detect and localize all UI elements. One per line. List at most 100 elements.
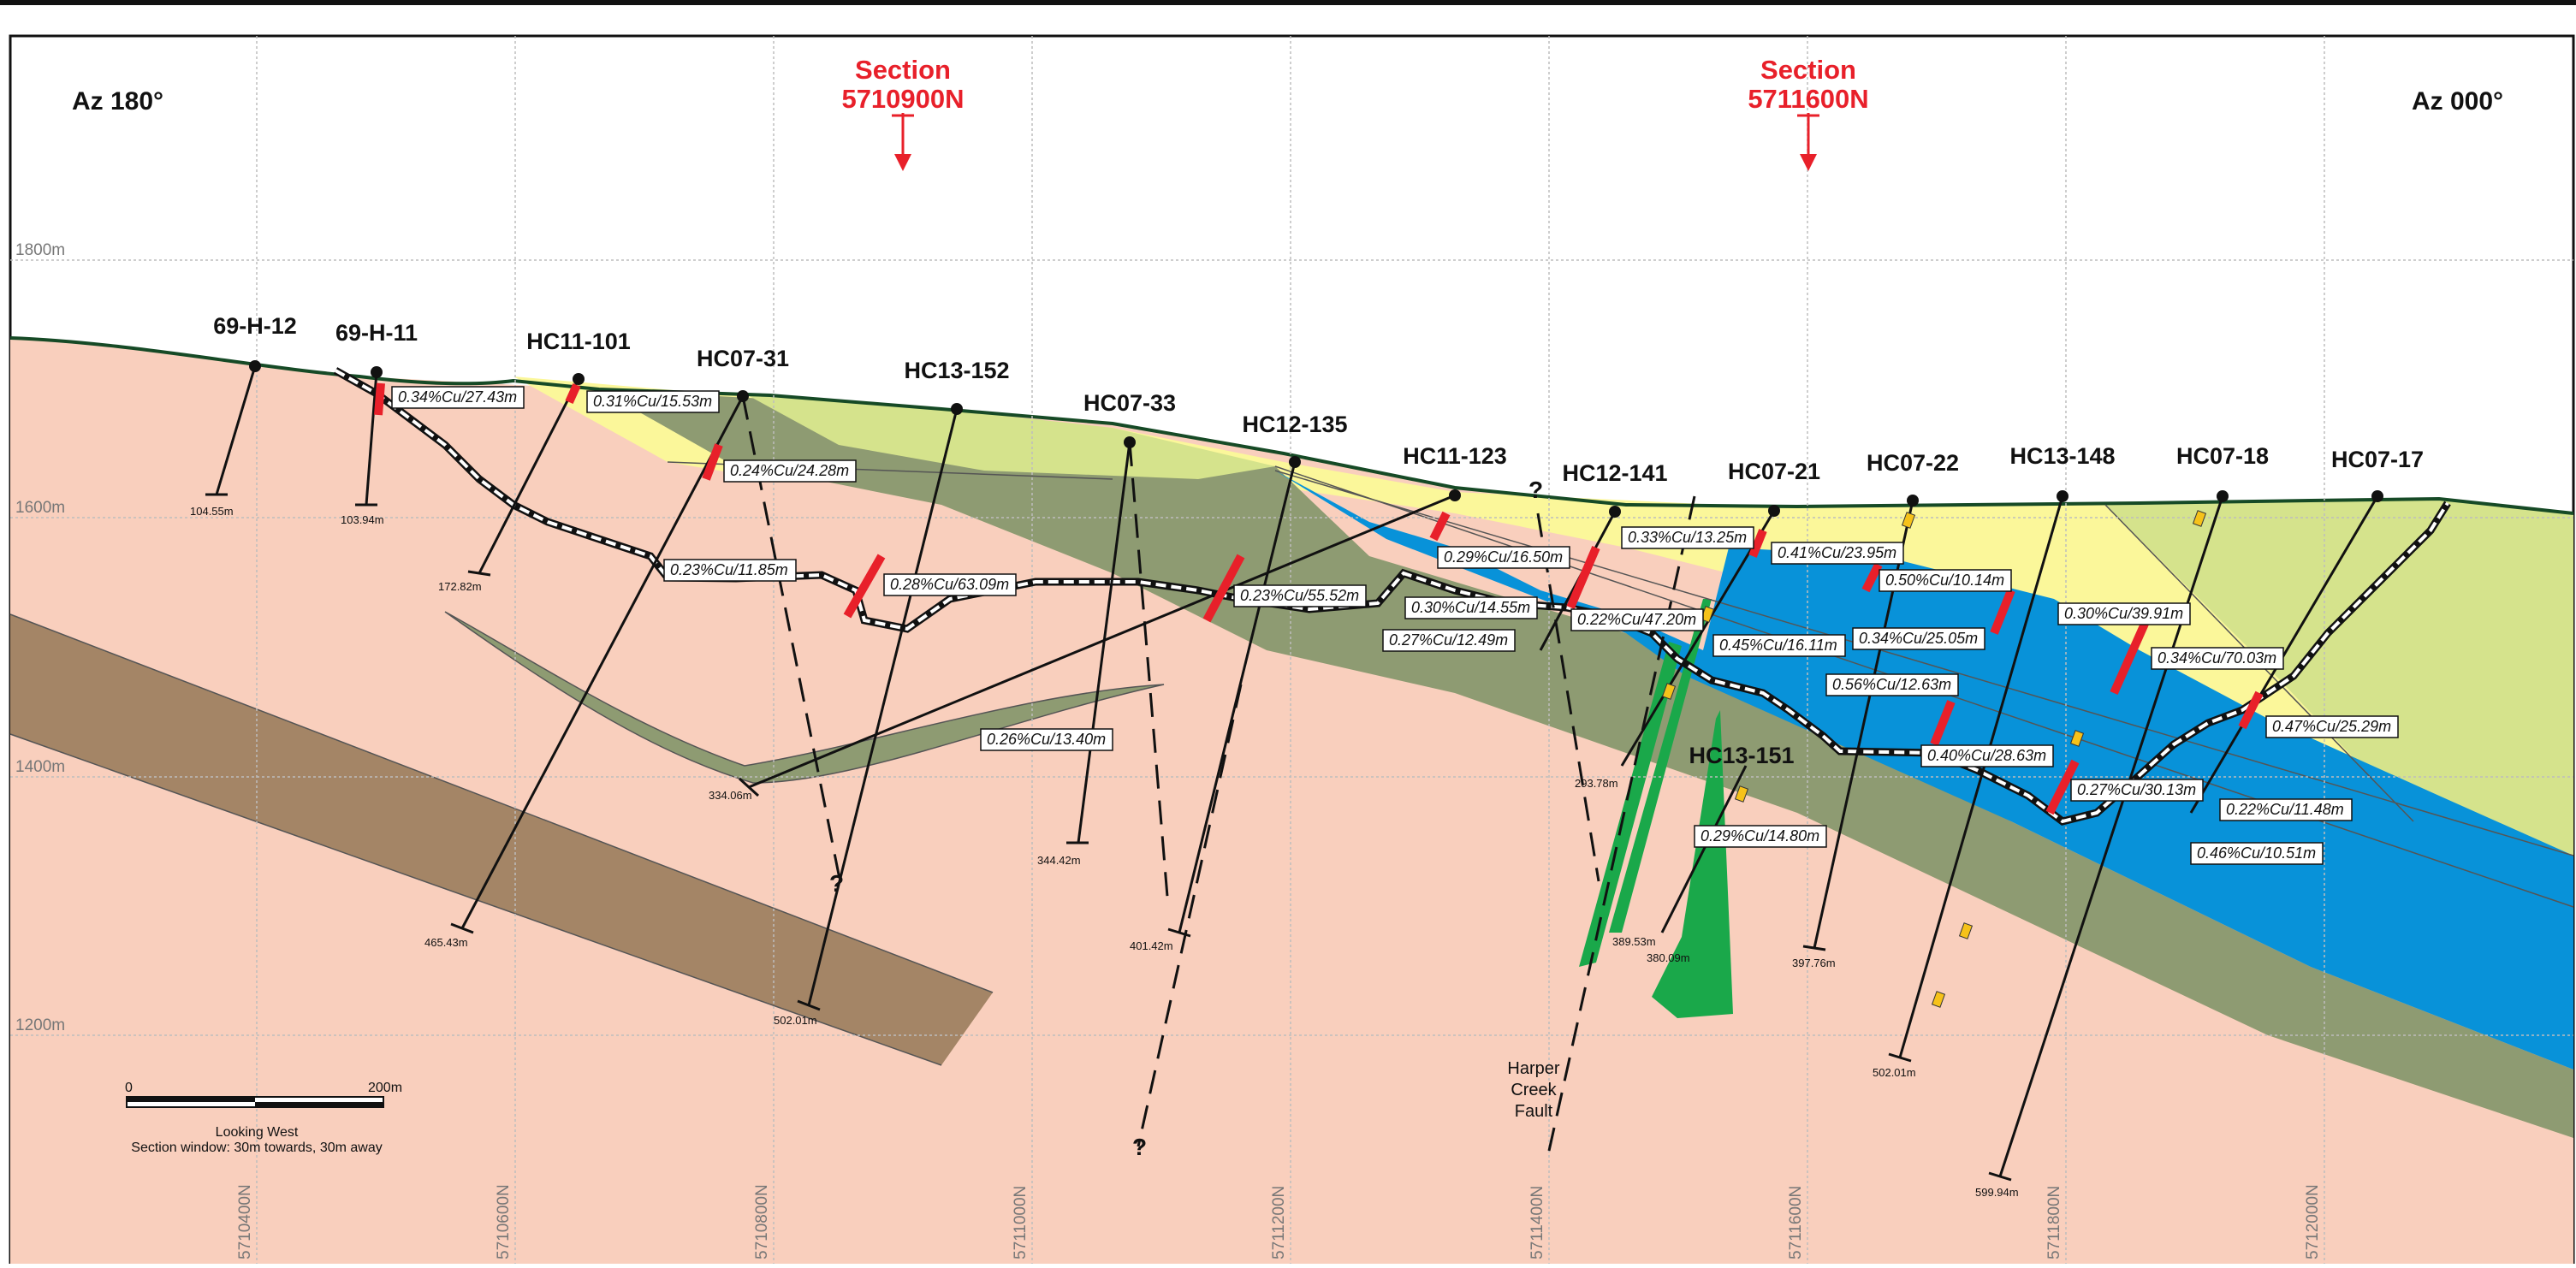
assay-interval [565,382,581,405]
section-window: Section window: 30m towards, 30m away [131,1141,382,1155]
assay-label: 0.27%Cu/12.49m [1389,631,1508,649]
assay-label-box [2070,779,2204,802]
drillhole-eoh [1802,945,1826,951]
sample-marker [2192,510,2207,527]
hole-name: HC07-18 [2176,443,2269,469]
drillhole-eoh [797,999,821,1011]
collar-marker [1289,456,1301,468]
sample-marker [1931,991,1946,1008]
northing-label: 5711200N [1270,1186,1288,1259]
sample-marker [2069,730,2085,747]
hole-name: HC13-148 [2009,443,2115,469]
assay-label: 0.22%Cu/11.48m [2226,801,2344,818]
assay-label: 0.30%Cu/14.55m [1411,599,1530,616]
assay-interval [2110,613,2152,696]
assay-label: 0.34%Cu/25.05m [1859,630,1978,647]
collar-marker [1609,506,1621,518]
assay-labels: 0.34%Cu/27.43m 0.31%Cu/15.53m 0.24%Cu/24.2… [391,386,2399,865]
assay-label-box [1437,546,1570,569]
assay-label: 0.24%Cu/24.28m [730,462,849,479]
drillhole-dashed [1536,513,1600,882]
assay-interval [1930,700,1956,746]
drillhole-trace [807,408,959,1006]
collar-marker [737,390,749,402]
vein-green-2 [1609,599,1712,933]
assay-label-box [1771,542,1904,565]
drillhole-eoh [450,922,474,934]
hole-name: HC07-31 [697,346,789,371]
northing-label: 5712000N [2304,1184,2322,1259]
hole-name: HC07-17 [2331,447,2424,472]
hole-name: 69-H-11 [335,320,418,346]
assay-interval [2238,690,2264,730]
assay-label: 0.30%Cu/39.91m [2064,605,2183,622]
sample-marker [1901,512,1916,529]
collar-marker [1768,505,1780,517]
sample-marker [1661,683,1677,700]
northing-label: 5710400N [236,1184,254,1259]
hole-name: HC13-151 [1689,743,1794,768]
elev-label: 1400m [15,758,65,776]
assay-label-box [2219,798,2353,821]
assay-label: 0.56%Cu/12.63m [1832,676,1951,693]
assay-interval [374,382,385,416]
assay-label-box [663,559,797,582]
assay-label: 0.45%Cu/16.11m [1719,637,1837,654]
depth-labels: 104.55m 103.94m 172.82m 465.43m 502.01m … [190,505,2019,1199]
unit-green-lens [444,611,1165,784]
assay-label-box [2057,602,2191,625]
vein-green-1 [1579,642,1682,967]
assay-label-box [391,386,525,409]
depth-label: 334.06m [709,789,752,802]
assay-label: 0.29%Cu/14.80m [1701,827,1819,844]
collar-marker [2217,490,2229,502]
assay-interval [2045,759,2080,815]
assay-interval [1429,511,1451,542]
drillhole-eoh [1167,927,1191,938]
depth-label: 401.42m [1130,939,1173,952]
top-border [0,0,2576,5]
section-title: Section [855,55,951,85]
collar-marker [249,360,261,372]
drillholes [205,365,2379,1182]
scale-end: 200m [368,1081,402,1095]
northing-label: 5710800N [753,1184,771,1259]
elev-label: 1600m [15,499,65,517]
scale-bar-dark-1 [127,1097,255,1102]
azimuth-right: Az 000° [2412,87,2503,116]
hole-name: HC07-22 [1867,450,1959,476]
depth-label: 502.01m [1873,1066,1916,1079]
assay-label-box [2151,647,2284,670]
depth-label: 397.76m [1792,957,1836,969]
assay-label: 0.34%Cu/27.43m [398,388,517,406]
drillhole-dashed [1128,441,1170,908]
yellow-samples [1661,510,2207,1008]
assay-label: 0.31%Cu/15.53m [593,393,712,410]
northing-label: 5711000N [1012,1186,1030,1259]
scale-bar: 0 200m Looking West Section window: 30m … [125,1081,402,1155]
scale-start: 0 [125,1081,133,1095]
collar-marker [2371,490,2383,502]
question-mark: ? [829,870,844,897]
assay-label: 0.46%Cu/10.51m [2197,844,2316,862]
drillhole-eoh [1888,1052,1912,1063]
depth-label: 103.94m [341,513,384,526]
depth-label: 293.78m [1575,777,1618,790]
assay-label-box [1382,629,1516,652]
drillhole-eoh [738,777,760,797]
assay-interval [1861,562,1883,593]
vein-green-3 [1652,710,1733,1018]
drillhole-trace [1077,441,1131,844]
mineralized-intervals [374,382,2264,815]
northing-labels: 5710400N 5710600N 5710800N 5711000N 5711… [236,1184,2322,1259]
section-title: Section [1760,55,1856,85]
view-direction: Looking West [216,1125,299,1140]
assay-label-box [723,459,857,483]
fault-label-line2: Creek [1511,1081,1557,1099]
unit-brown [10,614,993,1065]
hole-name: HC12-141 [1562,460,1667,486]
drillhole-eoh [1988,1171,2012,1182]
collar-marker [371,366,383,378]
assay-label-box [1825,673,1959,696]
assay-label-box [1712,634,1846,657]
